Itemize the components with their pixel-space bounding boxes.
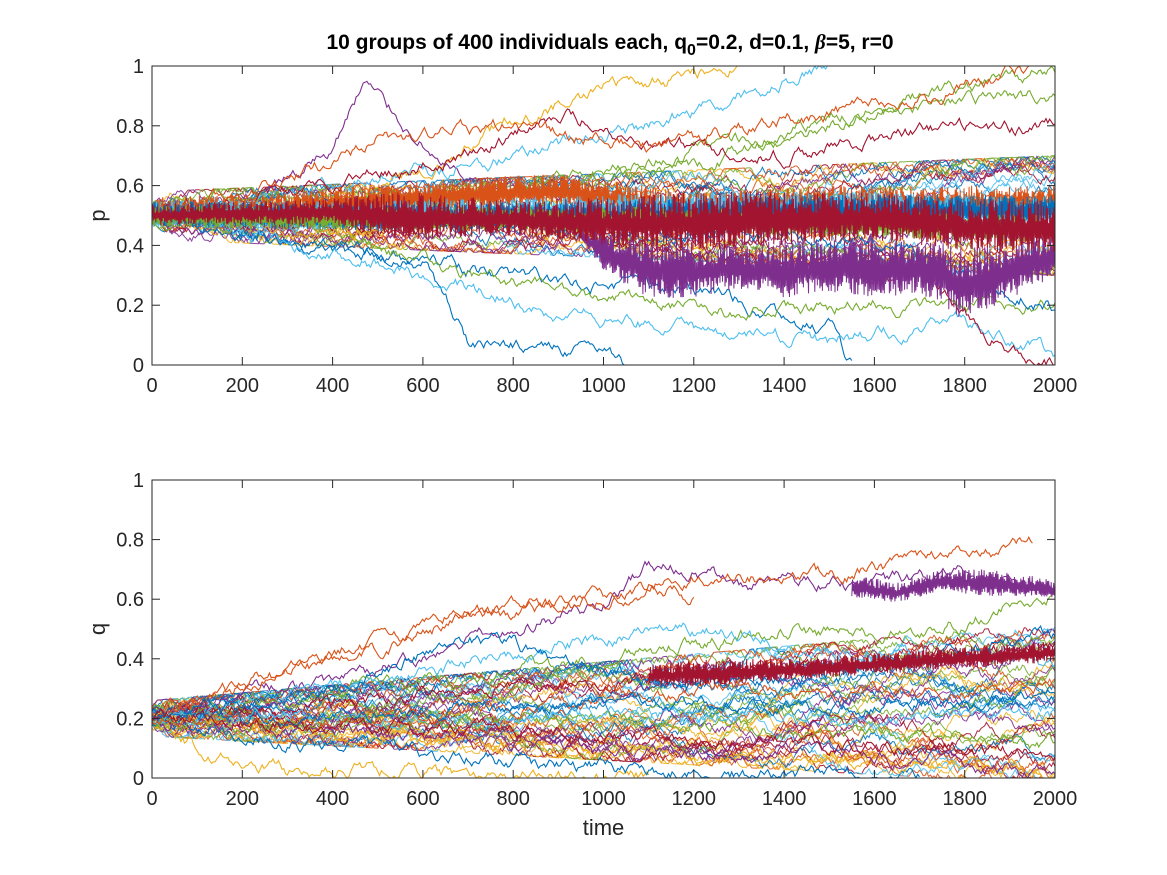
x-tick-label: 0 <box>146 375 157 397</box>
series-line <box>152 713 920 778</box>
y-tick-label: 0.8 <box>116 530 144 552</box>
series-line <box>152 631 1055 721</box>
series-line <box>152 108 1055 216</box>
series-line <box>152 708 1055 762</box>
x-tick-label: 400 <box>316 375 349 397</box>
x-tick-label: 1600 <box>852 375 897 397</box>
x-tick-label: 400 <box>316 788 349 810</box>
series-band <box>648 641 1055 687</box>
y-tick-label: 0.4 <box>116 649 144 671</box>
series-line <box>152 681 1055 744</box>
x-tick-label: 200 <box>226 788 259 810</box>
y-tick-label: 0.8 <box>116 116 144 138</box>
y-axis-label: q <box>85 623 110 635</box>
x-tick-label: 1800 <box>942 788 987 810</box>
series-line <box>152 688 1055 729</box>
x-tick-label: 1200 <box>672 788 717 810</box>
x-tick-label: 800 <box>497 375 530 397</box>
y-tick-label: 1 <box>133 56 144 78</box>
series-band <box>851 569 1055 602</box>
p-subplot: 0 200 400 600 800 1000 1200 1400 1600 1800 2000 0 0.… <box>85 56 1077 397</box>
x-tick-label: 1000 <box>581 375 626 397</box>
series-line <box>152 560 1055 724</box>
chart-title-beta: β <box>814 30 826 54</box>
chart-title-prefix: 10 groups of 400 individuals each, q <box>326 31 687 54</box>
series-line <box>152 66 830 221</box>
series-line <box>152 635 1055 722</box>
y-axis-label: p <box>85 209 110 221</box>
x-tick-label: 600 <box>406 375 439 397</box>
q-subplot: 0 200 400 600 800 1000 1200 1400 1600 1800 2000 0 0.… <box>85 470 1077 840</box>
chart-title-subscript: 0 <box>687 42 696 59</box>
y-tick-label: 0 <box>133 768 144 790</box>
series-band <box>152 191 1055 254</box>
series-line <box>152 665 1055 761</box>
series-line <box>152 535 1033 724</box>
x-tick-label: 2000 <box>1033 375 1078 397</box>
x-tick-label: 1200 <box>672 375 717 397</box>
x-tick-label: 2000 <box>1033 788 1078 810</box>
series-band <box>580 230 1055 317</box>
x-tick-label: 600 <box>406 788 439 810</box>
series-line <box>152 66 1033 219</box>
series-line <box>152 583 695 729</box>
chart-title-suffix: =5, r=0 <box>826 31 894 54</box>
chart-title: 10 groups of 400 individuals each, q0=0.… <box>326 30 893 59</box>
x-tick-label: 1600 <box>852 788 897 810</box>
series-line <box>152 679 1055 732</box>
x-tick-label: 0 <box>146 788 157 810</box>
series-line <box>152 715 1055 778</box>
series-line <box>152 207 1055 357</box>
y-tick-label: 1 <box>133 470 144 492</box>
x-axis-label: time <box>583 815 625 840</box>
x-tick-label: 200 <box>226 375 259 397</box>
series-line <box>152 721 650 778</box>
chart-title-middle: =0.2, d=0.1, <box>696 31 815 54</box>
x-tick-label: 1800 <box>942 375 987 397</box>
y-tick-label: 0.2 <box>116 295 144 317</box>
series-line <box>152 684 1055 744</box>
x-tick-label: 1400 <box>762 788 807 810</box>
series-line <box>152 622 1055 726</box>
traces <box>152 66 1055 365</box>
y-tick-label: 0.6 <box>116 176 144 198</box>
y-tick-label: 0 <box>133 355 144 377</box>
y-tick-label: 0.6 <box>116 589 144 611</box>
x-tick-label: 1000 <box>581 788 626 810</box>
x-tick-label: 1400 <box>762 375 807 397</box>
y-tick-label: 0.2 <box>116 708 144 730</box>
series-line <box>152 680 1055 769</box>
traces <box>152 535 1055 778</box>
x-tick-label: 800 <box>497 788 530 810</box>
y-tick-label: 0.4 <box>116 235 144 257</box>
series-line <box>152 703 1055 731</box>
series-line <box>152 211 853 361</box>
